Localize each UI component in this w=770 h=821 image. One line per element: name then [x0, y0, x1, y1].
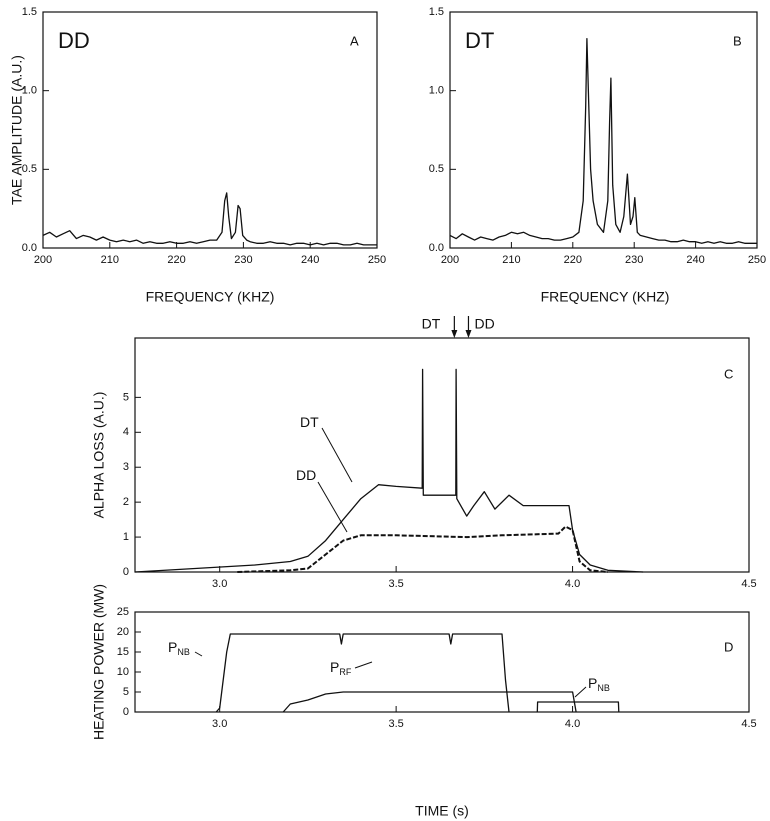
y-tick-label: 0.0 [429, 242, 444, 254]
x-tick-label: 4.0 [565, 718, 580, 730]
series-label-name: DD [296, 467, 316, 483]
x-tick-label: 240 [301, 254, 319, 266]
y-tick-label: 1.0 [429, 85, 444, 97]
series-label: PNB [168, 639, 190, 658]
x-tick-label: 250 [748, 254, 766, 266]
plot-frame [134, 337, 750, 573]
series-label-name: P [168, 639, 177, 655]
y-tick-label: 3 [123, 461, 129, 473]
y-tick-label: 0.5 [429, 163, 444, 175]
y-tick-label: 0.0 [22, 242, 37, 254]
series-label-subscript: RF [339, 667, 351, 677]
series-line [237, 525, 608, 573]
x-tick-label: 3.5 [388, 578, 403, 590]
panel-title: DD [58, 28, 90, 53]
series-label-name: P [588, 675, 597, 691]
series-label-name: P [330, 659, 339, 675]
y-tick-label: 0 [123, 706, 129, 718]
series-line [42, 192, 377, 246]
panel-letter: D [724, 639, 733, 654]
panel-letter: A [350, 33, 359, 48]
series-label-subscript: NB [597, 683, 610, 693]
series-line [449, 38, 757, 244]
y-tick-label: 20 [117, 626, 129, 638]
y-tick-label: 25 [117, 606, 129, 618]
y-tick-label: 1.0 [22, 85, 37, 97]
x-tick-label: 240 [686, 254, 704, 266]
x-tick-label: 210 [502, 254, 520, 266]
marker-arrowhead [465, 330, 472, 338]
series-label: DD [296, 467, 316, 483]
y-tick-label: 1.5 [429, 6, 444, 18]
x-axis-label: FREQUENCY (KHZ) [146, 289, 275, 305]
y-tick-label: 15 [117, 646, 129, 658]
x-axis-label: TIME (s) [415, 803, 469, 819]
x-tick-label: 4.5 [741, 718, 756, 730]
y-tick-label: 4 [123, 426, 129, 438]
y-axis-label: ALPHA LOSS (A.U.) [91, 392, 107, 519]
series-label-name: DT [300, 414, 319, 430]
y-tick-label: 10 [117, 666, 129, 678]
y-tick-label: 5 [123, 391, 129, 403]
x-tick-label: 220 [167, 254, 185, 266]
plot-frame [134, 611, 750, 713]
panel-letter: C [724, 366, 733, 381]
y-axis-label: TAE AMPLITUDE (A.U.) [9, 55, 25, 205]
series-label: PNB [588, 675, 610, 694]
series-label-subscript: NB [177, 647, 190, 657]
series-leader [321, 427, 353, 483]
x-tick-label: 200 [441, 254, 459, 266]
x-tick-label: 4.5 [741, 578, 756, 590]
x-tick-label: 3.0 [212, 718, 227, 730]
marker-label: DT [422, 316, 441, 332]
marker-label: DD [474, 316, 494, 332]
series-line [536, 701, 620, 713]
y-tick-label: 0.5 [22, 163, 37, 175]
x-tick-label: 250 [368, 254, 386, 266]
series-leader [194, 651, 203, 657]
series-line [134, 368, 644, 573]
x-tick-label: 3.5 [388, 718, 403, 730]
y-tick-label: 2 [123, 496, 129, 508]
x-tick-label: 4.0 [565, 578, 580, 590]
y-tick-label: 0 [123, 566, 129, 578]
plot-frame [42, 11, 378, 249]
series-leader [317, 481, 348, 533]
marker-arrowhead [451, 330, 458, 338]
series-label: PRF [330, 659, 352, 678]
x-tick-label: 230 [234, 254, 252, 266]
x-tick-label: 220 [564, 254, 582, 266]
plot-frame [449, 11, 758, 249]
series-line [215, 633, 510, 713]
x-tick-label: 230 [625, 254, 643, 266]
series-line [282, 691, 577, 713]
series-label: DT [300, 414, 319, 430]
panel-letter: B [733, 33, 742, 48]
y-tick-label: 5 [123, 686, 129, 698]
y-tick-label: 1.5 [22, 6, 37, 18]
x-axis-label: FREQUENCY (KHZ) [541, 289, 670, 305]
y-axis-label: HEATING POWER (MW) [91, 584, 107, 740]
x-tick-label: 200 [34, 254, 52, 266]
series-leader [354, 661, 373, 669]
y-tick-label: 1 [123, 531, 129, 543]
series-leader [574, 686, 587, 698]
panel-title: DT [465, 28, 494, 53]
x-tick-label: 210 [101, 254, 119, 266]
x-tick-label: 3.0 [212, 578, 227, 590]
